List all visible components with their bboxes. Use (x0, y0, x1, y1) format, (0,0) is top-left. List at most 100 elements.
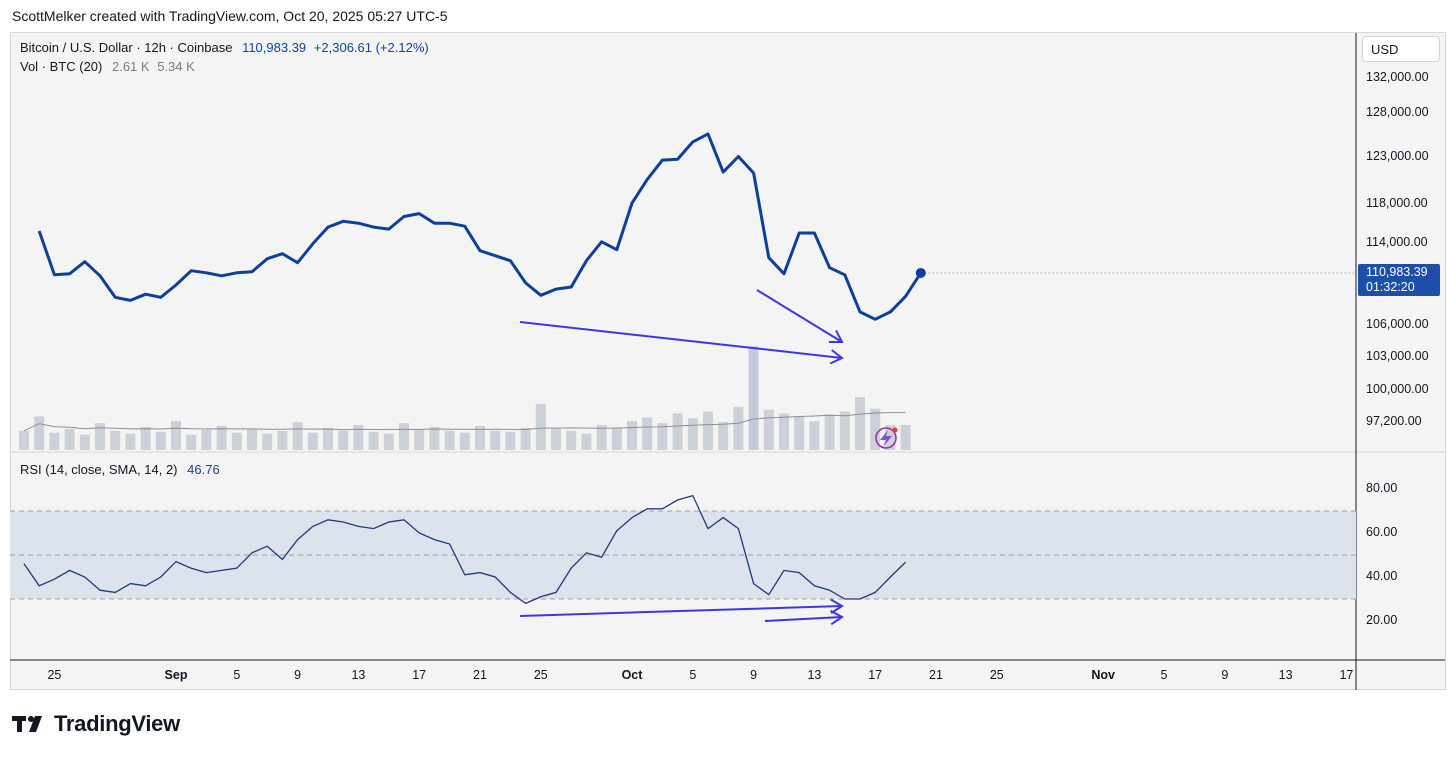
volume-bar (201, 429, 212, 450)
price-axis-tick: 97,200.00 (1366, 414, 1422, 428)
volume-bar (809, 421, 820, 450)
chart-caption: ScottMelker created with TradingView.com… (12, 8, 448, 24)
alert-dot-icon (892, 427, 898, 433)
rsi-divergence-arrow-short-head (830, 609, 844, 626)
rsi-line (23, 494, 907, 605)
volume-label: Vol · BTC (20) (20, 59, 103, 74)
price-layer (37, 132, 1356, 321)
time-axis-tick: Sep (164, 668, 188, 682)
alert-lightning-bolt-icon (880, 430, 892, 447)
rsi-legend[interactable]: RSI (14, close, SMA, 14, 2) 46.76 (20, 462, 220, 477)
time-axis-tick: 13 (1278, 668, 1293, 682)
volume-bar (338, 430, 349, 450)
price-axis-tick: 132,000.00 (1366, 70, 1429, 84)
rsi-axis-tick: 80.00 (1366, 481, 1398, 495)
currency-selector[interactable]: USD (1362, 36, 1440, 62)
volume-bar (627, 421, 637, 450)
volume-bar (687, 418, 698, 450)
volume-bar (703, 411, 713, 450)
price-tag-countdown: 01:32:20 (1366, 280, 1415, 294)
rsi-layer (23, 494, 907, 605)
volume-bar (399, 423, 409, 450)
volume-bar (19, 430, 29, 450)
volume-bar (566, 430, 577, 450)
volume-bar (581, 433, 592, 450)
time-axis-tick: 25 (989, 668, 1004, 682)
volume-value: 2.61 K (111, 59, 150, 74)
time-axis-tick: 13 (807, 668, 822, 682)
symbol-title: Bitcoin / U.S. Dollar · 12h · Coinbase (20, 40, 233, 55)
symbol-legend[interactable]: Bitcoin / U.S. Dollar · 12h · Coinbase 1… (20, 40, 429, 55)
volume-bar (368, 431, 379, 450)
time-axis-tick: 5 (233, 668, 241, 682)
price-axis-tick: 106,000.00 (1366, 316, 1429, 331)
price-change: +2,306.61 (+2.12%) (313, 40, 429, 55)
time-axis-tick: 21 (929, 668, 943, 682)
price-divergence-arrow-long-head (829, 349, 844, 365)
time-axis-tick: 17 (412, 668, 427, 682)
time-axis-tick: 5 (1160, 668, 1168, 682)
volume-bar (535, 403, 546, 450)
price-divergence-arrow-long-shaft (519, 321, 843, 359)
last-price: 110,983.39 (242, 40, 307, 55)
alert-lightning-icon (875, 427, 897, 449)
volume-ma-line (23, 412, 906, 432)
volume-bar (323, 427, 333, 450)
volume-bar (49, 432, 60, 450)
axes-layer (875, 427, 898, 449)
volume-bar (794, 416, 805, 450)
volume-bar (611, 427, 622, 450)
volume-ma-value: 5.34 K (157, 59, 195, 74)
volume-bar (64, 428, 75, 450)
volume-bar (855, 397, 865, 450)
price-axis-tick: 100,000.00 (1366, 382, 1429, 397)
time-axis-tick: 25 (47, 668, 62, 682)
price-divergence-arrow-short-shaft (756, 289, 843, 343)
rsi-value: 46.76 (187, 462, 220, 477)
volume-layer (19, 346, 911, 450)
time-axis-tick: 9 (750, 668, 758, 682)
volume-bar (353, 425, 364, 450)
volume-bar (748, 346, 759, 450)
price-divergence-arrow-short-head (828, 329, 844, 344)
price-axis-tick: 128,000.00 (1366, 104, 1429, 119)
volume-bar (839, 411, 850, 450)
volume-bar (95, 423, 105, 450)
volume-bar (186, 434, 197, 450)
volume-bar (292, 422, 303, 450)
volume-bar (125, 433, 136, 450)
volume-bar (110, 430, 121, 450)
volume-bar (520, 427, 531, 450)
rsi-axis-tick: 60.00 (1366, 525, 1398, 539)
volume-bar (824, 414, 835, 450)
volume-bar (718, 422, 729, 450)
time-axis-tick: Nov (1091, 668, 1115, 682)
tradingview-logo[interactable]: TradingView (12, 710, 180, 738)
rsi-label: RSI (14, close, SMA, 14, 2) (20, 462, 178, 477)
volume-bar (414, 429, 425, 450)
rsi-band-layer (10, 510, 1356, 600)
volume-bar (459, 432, 470, 450)
volume-bar (34, 416, 45, 450)
time-axis-tick: 17 (868, 668, 883, 682)
volume-bar (490, 430, 501, 450)
time-axis-tick: 25 (533, 668, 548, 682)
volume-legend[interactable]: Vol · BTC (20) 2.61 K 5.34 K (20, 59, 195, 74)
time-axis-tick: 5 (689, 668, 697, 682)
volume-bar (171, 421, 181, 450)
volume-bar (657, 423, 668, 450)
volume-bar (231, 432, 242, 450)
volume-bar (642, 417, 653, 450)
rsi-divergence-arrow-short-shaft (764, 616, 843, 622)
volume-bar (505, 431, 516, 450)
volume-bar (262, 433, 273, 450)
volume-bar (247, 428, 257, 450)
rsi-divergence-arrow-long-head (830, 598, 844, 614)
rsi-axis-tick: 40.00 (1366, 569, 1398, 583)
price-axis-tick: 114,000.00 (1366, 234, 1428, 249)
volume-bar (277, 430, 288, 450)
annotation-layer (519, 289, 844, 626)
time-axis-tick: 21 (473, 668, 487, 682)
volume-bar (79, 434, 90, 450)
